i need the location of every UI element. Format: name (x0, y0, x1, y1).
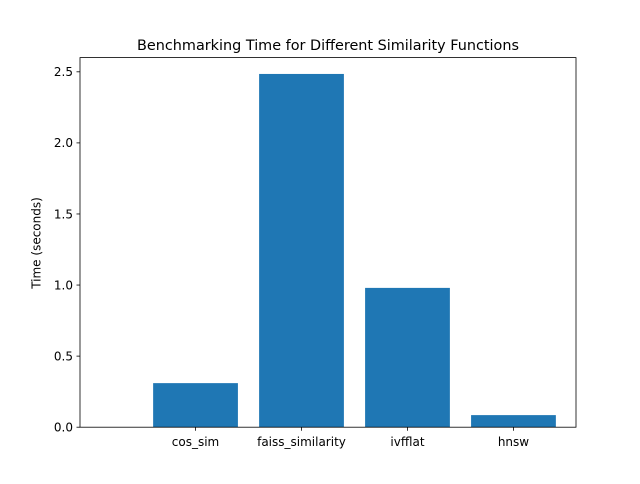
y-tick-label: 1.0 (54, 278, 73, 292)
bar-faiss_similarity (259, 73, 344, 428)
y-tick-label: 2.0 (54, 136, 73, 150)
plot-frame (79, 57, 577, 428)
x-tick-label: faiss_similarity (257, 435, 346, 449)
chart-title: Benchmarking Time for Different Similari… (137, 38, 519, 54)
x-axis-ticks: cos_sim faiss_similarity ivfflat hnsw (172, 427, 529, 449)
bar-hnsw (471, 415, 556, 428)
y-tick-label: 1.5 (54, 207, 73, 221)
x-tick-label: cos_sim (172, 435, 219, 449)
y-tick-label: 2.5 (54, 65, 73, 79)
bar-cos_sim (153, 383, 238, 428)
y-axis-label: Time (seconds) (30, 197, 44, 290)
y-tick-label: 0.0 (54, 421, 73, 435)
y-axis-ticks: 0.0 0.5 1.0 1.5 2.0 2.5 (54, 65, 80, 435)
x-tick-label: hnsw (498, 435, 529, 449)
x-tick-label: ivfflat (390, 435, 424, 449)
y-tick-label: 0.5 (54, 349, 73, 363)
bars-layer (153, 73, 556, 428)
bar-ivfflat (365, 287, 450, 428)
